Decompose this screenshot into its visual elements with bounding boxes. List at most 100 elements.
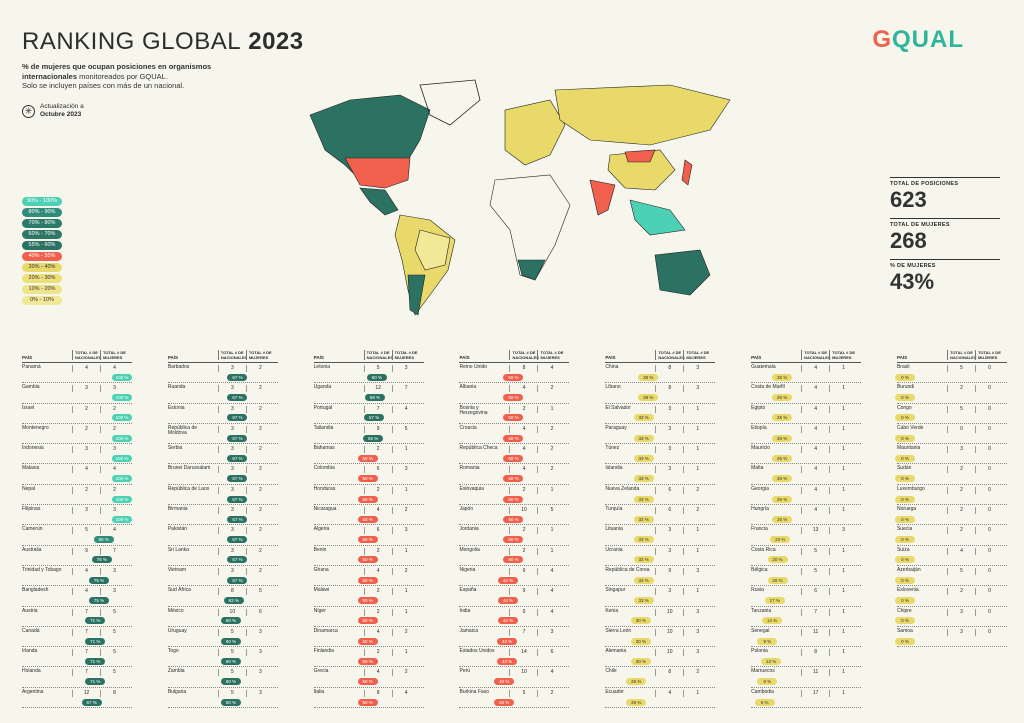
country-name: Cabo Verde xyxy=(896,424,924,431)
women-count: 1 xyxy=(829,588,857,596)
nationals-count: 10 xyxy=(217,608,246,616)
map-south-africa xyxy=(517,259,546,281)
nationals-count: 3 xyxy=(655,425,683,433)
nationals-count: 5 xyxy=(946,405,975,413)
percent-pill: 0 % xyxy=(894,394,915,402)
percent-pill: 78 % xyxy=(91,556,112,564)
women-count: 1 xyxy=(829,405,857,413)
map-usa xyxy=(344,157,411,189)
percent-pill: 50 % xyxy=(357,597,378,605)
percent-pill: 14 % xyxy=(762,617,783,625)
table-row: Costa de Marfil 4 1 25 % xyxy=(751,383,862,404)
country-name: Polonia xyxy=(751,648,768,655)
nationals-count: 3 xyxy=(217,405,246,413)
header-cell: PAÍS xyxy=(459,355,470,360)
women-count: 2 xyxy=(245,547,274,555)
nationals-count: 4 xyxy=(363,628,392,636)
country-name: Brunei Darussalam xyxy=(167,465,211,472)
table-row: Suecia 2 0 0 % xyxy=(894,525,1007,546)
map-se-asia xyxy=(629,199,686,236)
nationals-count: 14 xyxy=(509,649,537,657)
table-row: Bangladesh 4 3 75 % xyxy=(22,586,132,607)
percent-pill: 100 % xyxy=(112,434,132,442)
country-name: Kenia xyxy=(605,607,619,614)
nationals-count: 4 xyxy=(801,425,829,433)
percent-pill: 67 % xyxy=(81,698,102,706)
women-count: 4 xyxy=(537,365,565,372)
nationals-count: 4 xyxy=(801,365,829,372)
nationals-count: 6 xyxy=(655,507,683,515)
percent-pill: 25 % xyxy=(772,495,793,503)
women-count: 1 xyxy=(683,425,711,433)
women-count: 1 xyxy=(683,405,711,413)
table-row: Ecuador 4 1 25 % xyxy=(605,688,716,709)
women-count: 5 xyxy=(537,507,565,515)
country-name: Malawi xyxy=(313,587,330,594)
country-name: Malta xyxy=(751,465,764,472)
percent-pill: 33 % xyxy=(633,576,654,584)
table-row: Letonia 5 3 60 % xyxy=(313,363,424,384)
map-europe xyxy=(504,99,566,166)
percent-pill: 100 % xyxy=(112,394,132,402)
header-cell: TOTAL # DE NACIONALES xyxy=(509,350,539,360)
women-count: 3 xyxy=(683,628,711,636)
table-row: Brunei Darussalam 3 2 67 % xyxy=(167,464,278,485)
women-count: 5 xyxy=(391,425,420,433)
nationals-count: 9 xyxy=(655,567,683,575)
nationals-count: 3 xyxy=(946,608,975,616)
women-count: 0 xyxy=(974,425,1003,433)
table-column: PAÍS TOTAL # DE NACIONALES TOTAL # DE MUJE… xyxy=(894,347,1007,708)
country-name: Algeria xyxy=(313,526,330,533)
country-name: Lituania xyxy=(605,526,623,533)
nationals-count: 4 xyxy=(946,547,975,555)
women-count: 5 xyxy=(100,628,128,636)
nationals-count: 3 xyxy=(655,405,683,413)
country-name: República Checa xyxy=(459,445,498,452)
country-name: Jordania xyxy=(459,526,479,533)
table-row: Montenegro 2 2 100 % xyxy=(22,424,132,445)
percent-pill: 0 % xyxy=(894,414,915,422)
women-count: 2 xyxy=(391,669,420,677)
country-name: Canadá xyxy=(22,627,40,634)
update-line2: Octubre 2023 xyxy=(40,111,82,118)
country-name: Guatemala xyxy=(751,364,776,370)
table-row: República de Laos 3 2 67 % xyxy=(167,485,278,506)
percent-pill: 50 % xyxy=(357,475,378,483)
map-greenland xyxy=(419,79,481,126)
women-count: 2 xyxy=(245,466,274,474)
nationals-count: 2 xyxy=(509,547,537,555)
table-row: Irlanda 7 5 71 % xyxy=(22,647,132,668)
women-count: 1 xyxy=(391,649,420,657)
women-count: 4 xyxy=(391,405,420,413)
nationals-count: 7 xyxy=(509,628,537,636)
map-mexico xyxy=(359,187,399,216)
women-count: 3 xyxy=(391,365,420,372)
percent-pill: 71 % xyxy=(85,637,106,645)
nationals-count: 13 xyxy=(801,527,829,535)
country-name: Sri Lanka xyxy=(167,546,189,553)
table-row: Nueva Zelanda 6 2 33 % xyxy=(605,485,716,506)
women-count: 1 xyxy=(683,588,711,596)
table-row: Níger 2 1 50 % xyxy=(313,607,424,627)
table-row: Tanzania 7 1 14 % xyxy=(751,607,862,627)
nationals-count: 2 xyxy=(72,405,100,413)
country-name: Eslovaquia xyxy=(459,485,484,492)
women-count: 2 xyxy=(245,385,274,393)
nationals-count: 8 xyxy=(217,588,246,596)
table-column: PAÍS TOTAL # DE NACIONALES TOTAL # DE MUJE… xyxy=(313,347,424,709)
women-count: 2 xyxy=(683,507,711,515)
country-name: Montenegro xyxy=(22,424,49,431)
country-name: Birmania xyxy=(167,506,188,513)
country-name: Tailandia xyxy=(313,424,334,431)
title-year: 2023 xyxy=(248,28,304,55)
percent-pill: 58 % xyxy=(365,394,386,402)
subtitle: % de mujeres que ocupan posiciones en or… xyxy=(22,62,242,91)
country-name: Hungría xyxy=(751,506,769,513)
country-name: El Salvador xyxy=(605,404,631,411)
women-count: 4 xyxy=(100,365,128,372)
women-count: 0 xyxy=(974,446,1003,454)
country-name: China xyxy=(605,364,619,370)
country-name: Uruguay xyxy=(167,627,187,634)
country-name: Togo xyxy=(167,648,179,655)
country-name: Noruega xyxy=(896,506,917,513)
